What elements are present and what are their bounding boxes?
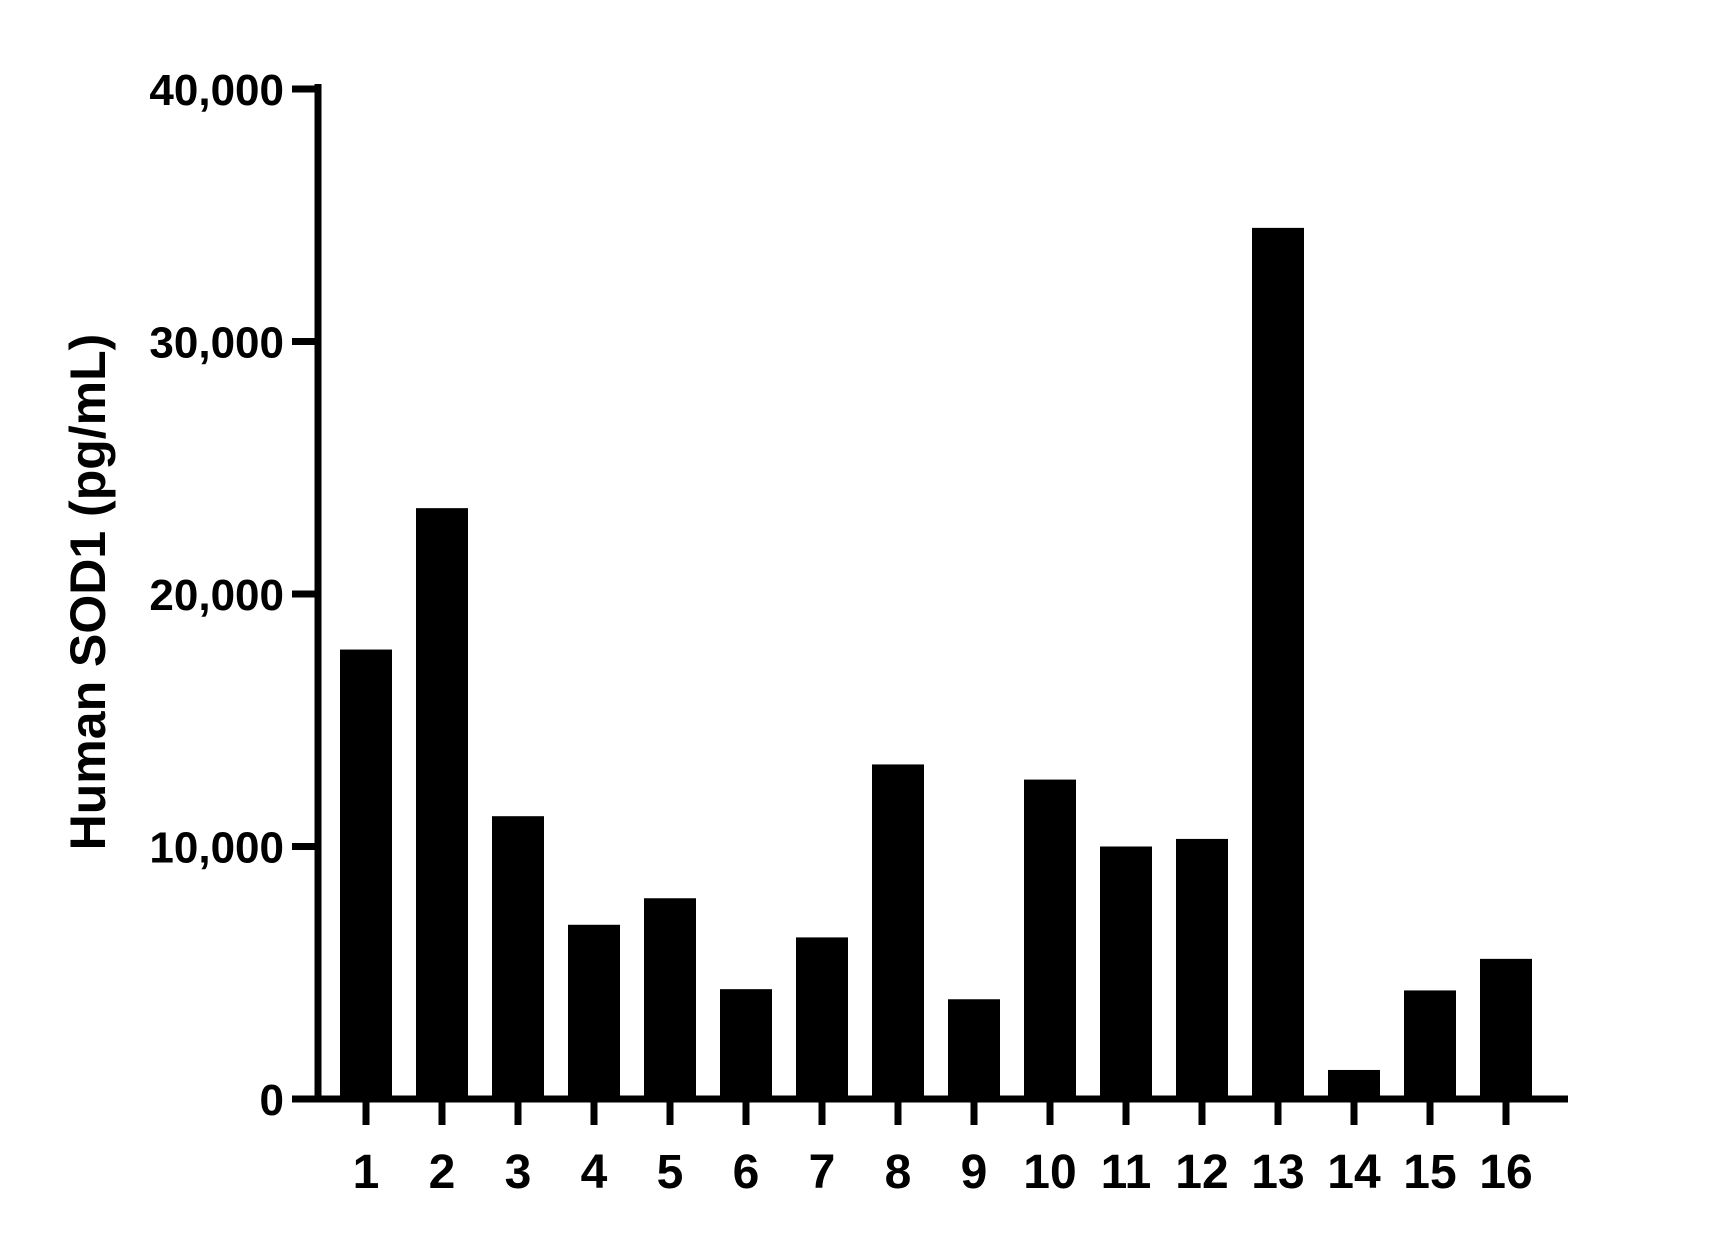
bar-2 — [416, 508, 468, 1099]
x-tick-label-3: 3 — [505, 1146, 532, 1199]
x-tick-label-16: 16 — [1479, 1146, 1532, 1199]
x-tick-label-4: 4 — [581, 1146, 608, 1199]
x-tick-label-14: 14 — [1327, 1146, 1381, 1199]
x-tick-label-2: 2 — [429, 1146, 456, 1199]
bar-8 — [872, 764, 924, 1099]
x-tick-label-5: 5 — [657, 1146, 684, 1199]
bar-3 — [492, 816, 544, 1099]
x-tick-label-15: 15 — [1403, 1146, 1456, 1199]
x-tick-label-12: 12 — [1175, 1146, 1228, 1199]
x-tick-label-6: 6 — [733, 1146, 760, 1199]
bar-7 — [796, 937, 848, 1099]
y-ticks-group: 0 10,000 20,000 30,000 40,000 — [149, 66, 318, 1125]
bars-group — [340, 227, 1532, 1099]
bar-12 — [1176, 838, 1228, 1099]
y-tick-label-40000: 40,000 — [149, 66, 284, 115]
bar-13 — [1252, 227, 1304, 1099]
bar-11 — [1100, 846, 1152, 1099]
bar-1 — [340, 649, 392, 1099]
y-tick-label-0: 0 — [260, 1076, 284, 1125]
y-tick-label-20000: 20,000 — [149, 571, 284, 620]
bar-4 — [568, 924, 620, 1099]
bar-14 — [1328, 1069, 1380, 1099]
x-tick-label-9: 9 — [961, 1146, 988, 1199]
x-tick-label-11: 11 — [1101, 1146, 1152, 1199]
y-tick-label-10000: 10,000 — [149, 824, 284, 873]
bar-6 — [720, 989, 772, 1099]
x-tick-label-13: 13 — [1251, 1146, 1304, 1199]
y-tick-label-30000: 30,000 — [149, 319, 284, 368]
bar-9 — [948, 999, 1000, 1099]
x-tick-label-7: 7 — [809, 1146, 836, 1199]
bar-15 — [1404, 990, 1456, 1099]
x-tick-label-8: 8 — [885, 1146, 912, 1199]
x-ticks-group: 1 2 3 4 5 6 7 8 9 10 11 12 13 14 15 16 — [353, 1099, 1533, 1199]
bar-10 — [1024, 779, 1076, 1099]
bar-16 — [1480, 958, 1532, 1099]
x-tick-label-10: 10 — [1023, 1146, 1076, 1199]
x-tick-label-1: 1 — [353, 1146, 380, 1199]
y-axis-title: Human SOD1 (pg/mL) — [60, 334, 116, 851]
bar-5 — [644, 898, 696, 1099]
